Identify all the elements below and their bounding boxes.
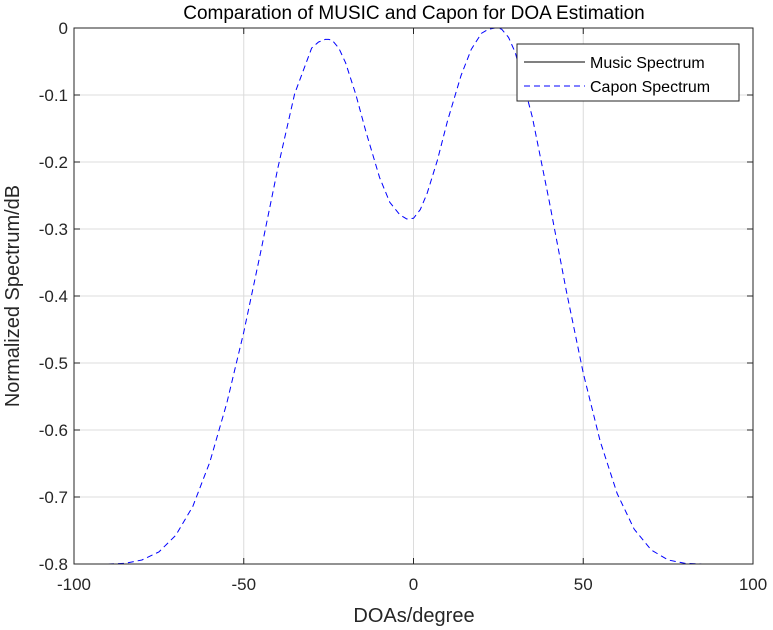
x-tick-label: 0 bbox=[409, 575, 418, 594]
x-tick-label: -100 bbox=[57, 575, 91, 594]
y-tick-label: -0.4 bbox=[39, 287, 68, 306]
y-tick-label: -0.2 bbox=[39, 153, 68, 172]
y-tick-label: -0.7 bbox=[39, 488, 68, 507]
y-tick-label: -0.1 bbox=[39, 86, 68, 105]
y-tick-label: -0.3 bbox=[39, 220, 68, 239]
y-axis-label: Normalized Spectrum/dB bbox=[2, 185, 24, 407]
legend-box bbox=[516, 43, 740, 102]
series-line-capon bbox=[107, 27, 720, 565]
chart-title: Comparation of MUSIC and Capon for DOA E… bbox=[183, 3, 644, 24]
legend-label-capon: Capon Spectrum bbox=[590, 79, 710, 96]
y-tick-label: 0 bbox=[59, 19, 68, 38]
x-ticks: -100 -50 0 50 100 bbox=[57, 28, 767, 594]
y-tick-label: -0.6 bbox=[39, 421, 68, 440]
y-ticks: 0 -0.1 -0.2 -0.3 -0.4 -0.5 -0.6 -0.7 -0.8 bbox=[39, 19, 753, 574]
x-tick-label: 50 bbox=[574, 575, 593, 594]
x-axis-label: DOAs/degree bbox=[353, 605, 474, 627]
legend: Music Spectrum Capon Spectrum bbox=[516, 43, 740, 102]
y-tick-label: -0.5 bbox=[39, 354, 68, 373]
x-tick-label: 100 bbox=[739, 575, 767, 594]
x-tick-label: -50 bbox=[231, 575, 256, 594]
y-tick-label: -0.8 bbox=[39, 555, 68, 574]
legend-label-music: Music Spectrum bbox=[590, 55, 705, 72]
